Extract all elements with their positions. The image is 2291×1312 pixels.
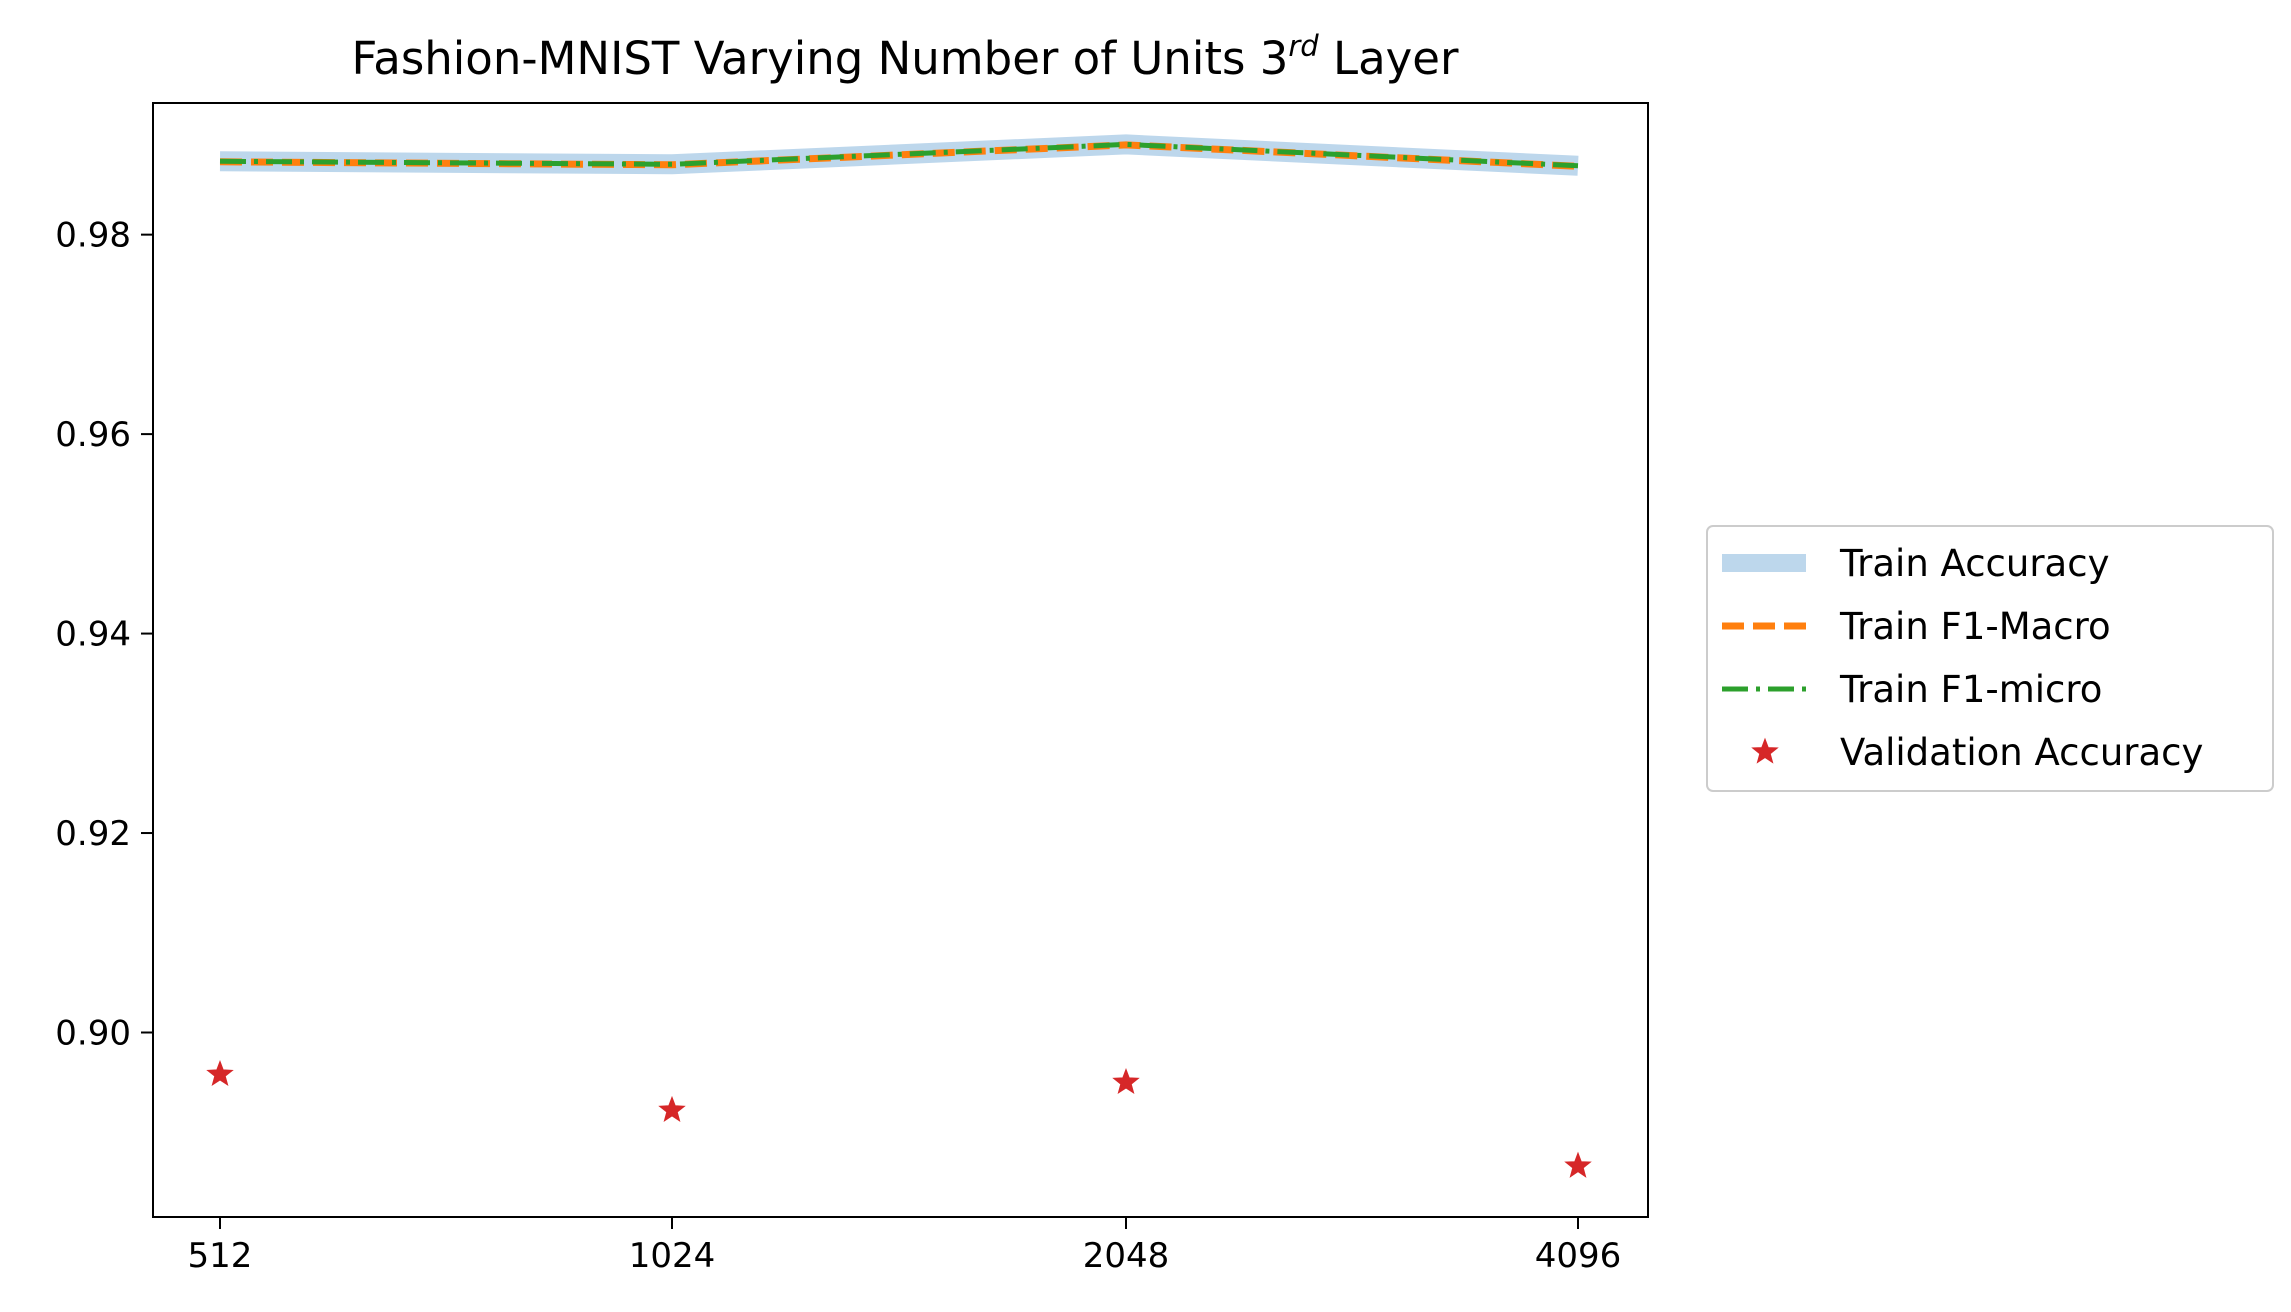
y-tick-label: 0.98 xyxy=(55,216,131,256)
y-tick-label: 0.94 xyxy=(55,615,131,655)
legend-swatch-3 xyxy=(1751,737,1779,764)
validation-point xyxy=(658,1095,686,1122)
chart-title: Fashion-MNIST Varying Number of Units 3r… xyxy=(352,29,1459,85)
x-tick-label: 2048 xyxy=(1083,1236,1170,1276)
y-tick-label: 0.92 xyxy=(55,814,131,854)
marker-layer xyxy=(206,1059,1592,1178)
x-tick-label: 1024 xyxy=(629,1236,716,1276)
series-layer xyxy=(219,134,1579,176)
legend-label-2: Train F1-micro xyxy=(1839,668,2102,711)
y-tick-label: 0.96 xyxy=(55,415,131,455)
y-axis: 0.90 0.92 0.94 0.96 0.98 xyxy=(55,216,153,1053)
x-axis: 512 1024 2048 4096 xyxy=(188,1217,1622,1276)
series-line-2 xyxy=(219,141,1579,169)
y-tick-label: 0.90 xyxy=(55,1013,131,1053)
series-line-1 xyxy=(219,141,1579,170)
x-tick-label: 4096 xyxy=(1535,1236,1622,1276)
validation-point xyxy=(206,1059,234,1087)
legend-label-1: Train F1-Macro xyxy=(1839,605,2111,648)
plot-frame xyxy=(152,102,1649,1218)
validation-point xyxy=(1112,1067,1140,1095)
validation-point xyxy=(1564,1151,1592,1178)
x-tick-label: 512 xyxy=(188,1236,253,1276)
legend: Train Accuracy Train F1-Macro Train F1-mic… xyxy=(1706,525,2274,792)
legend-frame xyxy=(1706,525,2274,792)
legend-label-3: Validation Accuracy xyxy=(1840,731,2203,774)
legend-label-0: Train Accuracy xyxy=(1839,542,2109,585)
